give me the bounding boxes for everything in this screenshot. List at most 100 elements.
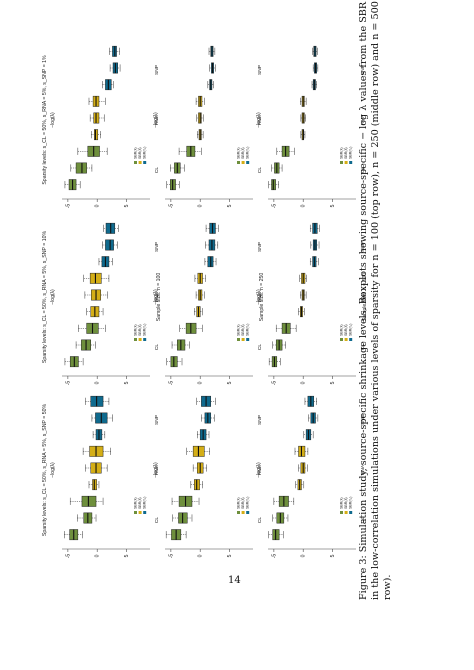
y-axis-label: −log(λ)	[153, 289, 159, 305]
legend-label-5-1: SBR(λ̂)	[241, 497, 245, 509]
category-label-cl: CL	[154, 344, 160, 350]
axis-tick-label-4-1: 0	[198, 381, 204, 384]
column-title-2: Sparsity levels: s_CL = 50%, s_RNA = 5%,…	[42, 231, 48, 364]
category-label-rna: RNA	[360, 291, 366, 302]
legend-label-1-1: SBR(λ̂)	[138, 324, 142, 336]
axis-tick-label-1-0: 5	[124, 381, 130, 384]
box-cl-m3	[81, 495, 97, 507]
legend-label-0-0: SBR(λ)	[134, 147, 138, 159]
legend-label-0-1: SBR(λ̂)	[138, 147, 142, 159]
category-label-snp: SNP	[257, 65, 263, 75]
legend-swatch	[237, 338, 240, 341]
y-axis-label: −log(λ)	[256, 462, 262, 478]
legend-swatch	[344, 338, 348, 341]
legend-swatch	[340, 338, 343, 341]
figure-caption-line-3: row).	[382, 574, 393, 600]
y-axis-label: −log(λ)	[50, 289, 56, 305]
category-label-cl: CL	[360, 167, 366, 173]
category-label-cl: CL	[257, 167, 263, 173]
legend-label-8-1: SBR(λ̂)	[344, 497, 348, 509]
legend-label-7-1: SBR(λ̂)	[344, 324, 348, 336]
legend-swatch	[349, 161, 353, 164]
legend-label-2-2: SBR(ℓ₀)	[143, 497, 147, 509]
legend-label-6-1: SBR(λ̂)	[344, 147, 348, 159]
axis-tick-label-7-0: 5	[330, 381, 336, 384]
axis-tick-label-4-0: 5	[227, 381, 233, 384]
legend-swatch	[138, 161, 142, 164]
legend-label-5-0: SBR(λ)	[237, 497, 241, 509]
legend-swatch	[143, 511, 147, 514]
legend-swatch	[134, 338, 137, 341]
y-axis-label: −log(λ)	[153, 462, 159, 478]
column-title-1: Sparsity levels: s_CL = 50%, s_RNA = 5%,…	[42, 55, 48, 185]
legend-label-0-2: SBR(ℓ₀)	[143, 147, 147, 159]
category-label-rna: RNA	[257, 464, 263, 475]
y-axis-label: −log(λ)	[256, 289, 262, 305]
axis-tick-label-5-2: -5	[168, 554, 174, 559]
category-label-snp: SNP	[360, 242, 366, 252]
legend-label-1-2: SBR(ℓ₀)	[143, 324, 147, 336]
axis-tick-label-5-0: 5	[227, 554, 233, 557]
legend-swatch	[349, 511, 353, 514]
axis-tick-label-2-1: 0	[95, 554, 101, 557]
y-axis-label: −log(λ)	[50, 462, 56, 478]
legend-swatch	[246, 161, 250, 164]
category-label-cl: CL	[257, 517, 263, 523]
legend-swatch	[143, 338, 147, 341]
legend-swatch	[241, 161, 245, 164]
legend-swatch	[143, 161, 147, 164]
y-axis-label: −log(λ)	[50, 112, 56, 128]
legend-label-1-0: SBR(λ)	[134, 324, 138, 336]
legend-label-8-2: SBR(ℓ₀)	[349, 497, 353, 509]
legend-swatch	[241, 338, 245, 341]
legend-swatch	[138, 338, 142, 341]
legend-swatch	[134, 161, 137, 164]
category-label-snp: SNP	[257, 415, 263, 425]
category-label-rna: RNA	[154, 114, 160, 125]
legend-label-7-2: SBR(ℓ₀)	[349, 324, 353, 336]
axis-tick-label-5-1: 0	[198, 554, 204, 557]
legend-label-2-0: SBR(λ)	[134, 497, 138, 509]
legend-swatch	[349, 338, 353, 341]
legend-swatch	[344, 161, 348, 164]
category-label-snp: SNP	[154, 65, 160, 75]
figure-caption-line-2: in the low-correlation simulations under…	[370, 0, 381, 600]
axis-tick-label-2-2: -5	[65, 554, 71, 559]
category-label-rna: RNA	[360, 464, 366, 475]
legend-swatch	[246, 338, 250, 341]
legend-swatch	[246, 511, 250, 514]
category-label-cl: CL	[154, 517, 160, 523]
row-label-n3: Sample size: n = 500	[362, 273, 368, 322]
axis-tick-label-6-0: 5	[330, 204, 336, 207]
legend-swatch	[344, 511, 348, 514]
page-number: 14	[228, 575, 241, 586]
legend-label-6-2: SBR(ℓ₀)	[349, 147, 353, 159]
legend-label-5-2: SBR(ℓ₀)	[246, 497, 250, 509]
category-label-snp: SNP	[257, 242, 263, 252]
axis-tick-label-3-0: 5	[227, 204, 233, 207]
category-label-rna: RNA	[154, 464, 160, 475]
category-label-cl: CL	[257, 344, 263, 350]
axis-tick-label-3-1: 0	[198, 204, 204, 207]
axis-tick-label-7-2: -5	[271, 381, 277, 386]
category-label-rna: RNA	[154, 291, 160, 302]
legend-swatch	[237, 511, 240, 514]
legend-label-7-0: SBR(λ)	[340, 324, 344, 336]
row-label-n1: Sample size: n = 100	[156, 273, 162, 322]
axis-tick-label-0-2: -5	[65, 204, 71, 209]
legend-label-4-0: SBR(λ)	[237, 324, 241, 336]
legend-swatch	[340, 511, 343, 514]
category-label-rna: RNA	[257, 114, 263, 125]
column-title-3: Sparsity levels: s_CL = 50%, s_RNA = 5%,…	[42, 404, 48, 537]
category-label-snp: SNP	[360, 65, 366, 75]
row-label-n2: Sample size: n = 250	[259, 273, 265, 322]
legend-label-4-1: SBR(λ̂)	[241, 324, 245, 336]
axis-tick-label-3-2: -5	[168, 204, 174, 209]
axis-tick-label-0-0: 5	[124, 204, 130, 207]
axis-tick-label-6-2: -5	[271, 204, 277, 209]
category-label-snp: SNP	[360, 415, 366, 425]
legend-swatch	[241, 511, 245, 514]
category-label-snp: SNP	[154, 415, 160, 425]
legend-label-3-0: SBR(λ)	[237, 147, 241, 159]
